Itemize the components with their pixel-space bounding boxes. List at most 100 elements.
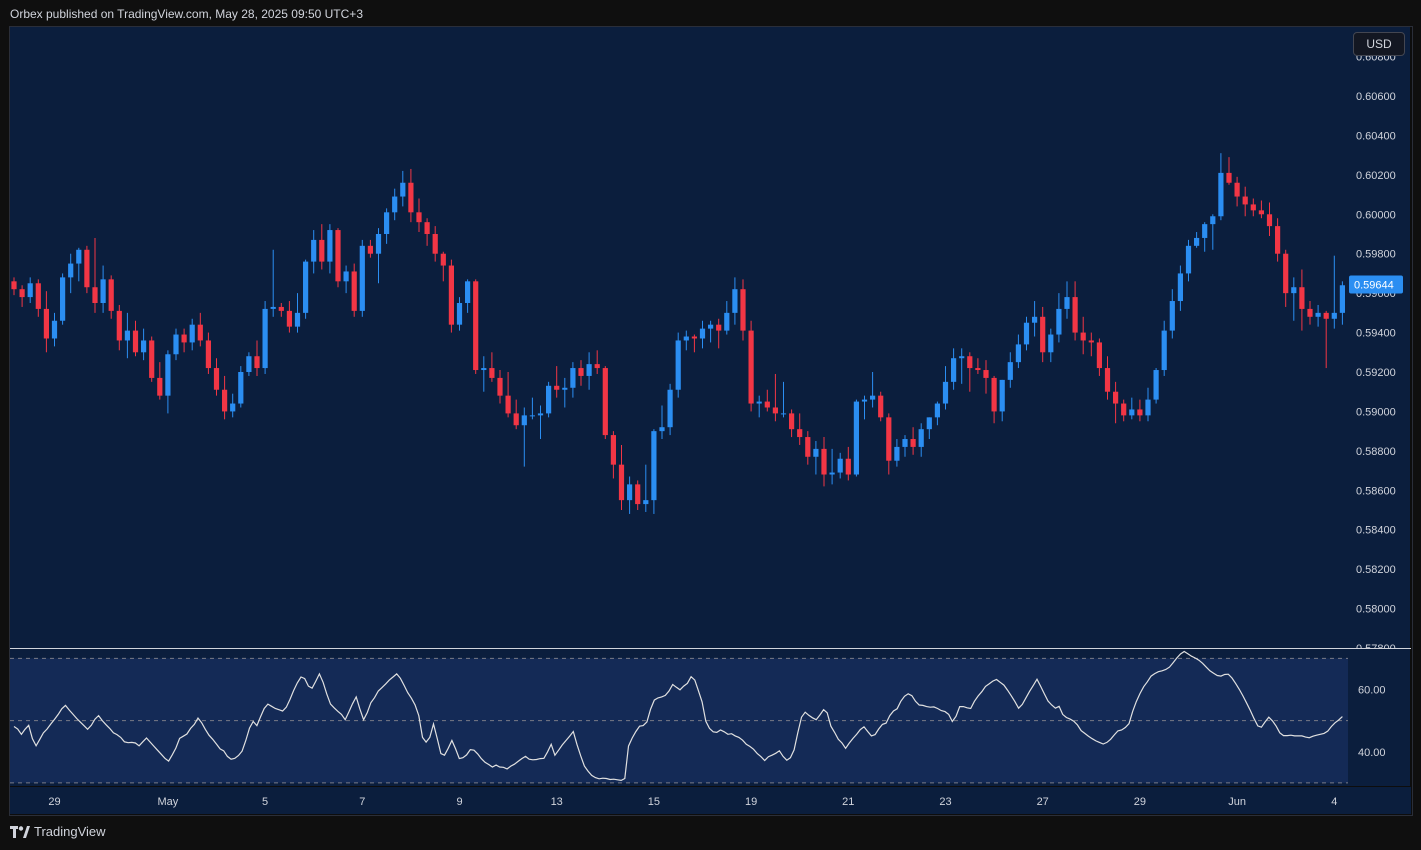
time-tick-label: 13 [551, 796, 563, 808]
candle-body [748, 330, 754, 404]
candle-body [967, 356, 973, 369]
candle [1032, 301, 1038, 337]
candle [294, 293, 301, 333]
candle-body [1258, 210, 1264, 215]
candle-body [1007, 362, 1013, 380]
candle-body [618, 464, 625, 501]
candle [116, 304, 122, 351]
candle [780, 381, 787, 418]
candle [740, 279, 746, 341]
candle-body [51, 320, 58, 339]
candle [1283, 249, 1289, 307]
candle [1275, 218, 1281, 262]
candle-body [43, 308, 49, 339]
candle [845, 446, 851, 481]
candle-body [853, 401, 859, 475]
rsi-pane[interactable] [10, 649, 1348, 786]
candle-body [165, 354, 171, 396]
candle [286, 301, 292, 333]
candle-body [448, 265, 454, 325]
candle [805, 431, 811, 465]
candle-body [132, 330, 139, 353]
candle-body [286, 310, 292, 327]
candle [1210, 214, 1216, 250]
price-axis-labels: 0.608000.606000.604000.602000.600000.598… [1349, 52, 1403, 655]
pane-divider[interactable] [10, 648, 1411, 649]
candle-body [586, 364, 592, 376]
candle [92, 237, 98, 313]
candle-body [845, 458, 851, 475]
price-tick-label: 0.60200 [1356, 170, 1396, 182]
candle-body [108, 279, 114, 311]
candle [513, 399, 519, 430]
candle-body [562, 387, 568, 390]
candle [1177, 265, 1183, 311]
candle [408, 168, 414, 223]
currency-badge[interactable]: USD [1353, 32, 1405, 56]
candle [951, 348, 957, 390]
candle [1048, 328, 1054, 363]
candle-body [1323, 312, 1329, 319]
candle [667, 383, 673, 436]
candle [878, 391, 884, 422]
candle-body [1242, 196, 1248, 205]
candle [918, 423, 924, 457]
price-axis[interactable]: 0.60800 0.60600 0.60400 0.60200 0.60000 0.598… [1348, 27, 1410, 655]
candle-body [456, 303, 463, 325]
candle [934, 401, 940, 426]
candle [1145, 387, 1151, 422]
candle-body [351, 271, 357, 311]
candle-body [667, 389, 673, 428]
candle-body [732, 289, 738, 313]
candle-body [1315, 312, 1321, 317]
candle [424, 218, 430, 246]
candle [384, 208, 390, 244]
candle [1258, 200, 1264, 219]
candle [416, 198, 422, 233]
candle-body [1113, 391, 1119, 404]
candle-body [554, 385, 560, 390]
candle [51, 312, 58, 347]
candle-body [327, 230, 333, 262]
candle [165, 350, 171, 414]
price-tick-label: 0.58200 [1356, 564, 1396, 576]
candle-body [934, 403, 940, 418]
candle [359, 239, 365, 317]
candlestick-chart [11, 153, 1345, 514]
candle [473, 279, 479, 374]
candle-body [1331, 312, 1337, 319]
candle-body [424, 222, 430, 234]
candle-body [68, 263, 74, 278]
candle [173, 328, 179, 361]
candle-body [1048, 334, 1054, 353]
candle [1266, 202, 1273, 236]
candle [1040, 306, 1046, 363]
candle-body [392, 196, 398, 213]
time-tick-label: 23 [939, 796, 951, 808]
tradingview-logo[interactable]: TradingView [10, 824, 106, 839]
candle-body [1023, 322, 1030, 345]
candle [230, 393, 236, 418]
candle [789, 409, 795, 438]
rsi-axis[interactable]: 60.00 40.00 [1348, 649, 1410, 786]
candle-body [708, 324, 714, 329]
candle [651, 429, 657, 514]
price-tick-label: 0.60000 [1356, 209, 1396, 221]
candle-body [222, 389, 228, 412]
candle [213, 358, 220, 396]
candle-body [772, 407, 778, 414]
candle [1242, 186, 1248, 217]
candle-body [367, 245, 373, 254]
candle-body [780, 413, 787, 415]
candle [43, 291, 49, 353]
publisher-caption: Orbex published on TradingView.com, May … [10, 7, 363, 21]
candle [562, 377, 568, 408]
candle [554, 366, 560, 398]
candle-body [1104, 368, 1111, 392]
candle [586, 352, 592, 390]
price-pane[interactable] [10, 27, 1348, 648]
candle [100, 265, 106, 313]
candle-body [181, 334, 187, 343]
time-axis[interactable]: 29 May 5 7 9 13 15 19 21 23 27 29 Jun 4 [10, 787, 1411, 814]
candle-body [789, 413, 795, 430]
